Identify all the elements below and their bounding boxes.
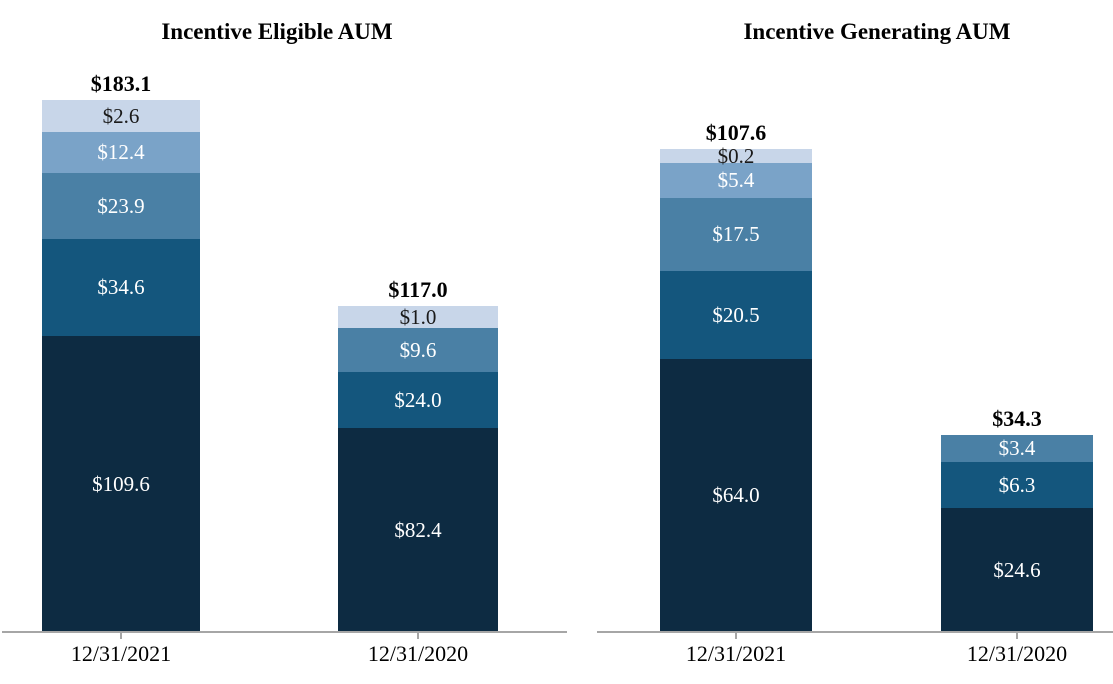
bar-segment: $34.6	[42, 239, 200, 336]
axis-tick	[1016, 633, 1018, 639]
stacked-bar-eligible-2021: $183.1 $2.6 $12.4 $23.9 $34.6 $109.6	[42, 72, 200, 632]
x-axis-label: 12/31/2021	[70, 641, 172, 666]
x-axis-line	[597, 631, 1113, 633]
segment-label: $64.0	[712, 483, 760, 507]
segment-label: $5.4	[717, 168, 755, 192]
segment-label: $17.5	[712, 222, 760, 246]
bar-segment: $5.4	[660, 163, 812, 198]
x-axis-label: 12/31/2020	[966, 641, 1068, 666]
bar-total-label: $34.3	[992, 406, 1042, 431]
bar-segment: $1.0	[338, 306, 498, 328]
bar-segment: $6.3	[941, 462, 1093, 508]
segment-label: $34.6	[97, 275, 145, 299]
segment-label: $24.0	[394, 387, 442, 412]
x-axis-label: 12/31/2021	[685, 641, 787, 666]
bar-segment: $12.4	[42, 132, 200, 173]
x-axis-line	[2, 631, 567, 633]
segment-label: $6.3	[998, 472, 1036, 497]
bar-segment: $17.5	[660, 198, 812, 271]
segment-label: $0.2	[717, 143, 755, 168]
segment-label: $23.9	[97, 193, 145, 218]
chart-title-incentive-generating-aum: Incentive Generating AUM	[743, 19, 1011, 44]
axis-tick	[735, 633, 737, 639]
chart-title-incentive-eligible-aum: Incentive Eligible AUM	[161, 19, 393, 44]
segment-label: $1.0	[399, 304, 437, 329]
bar-segment: $24.0	[338, 372, 498, 428]
axis-tick	[417, 633, 419, 639]
bar-segment: $23.9	[42, 173, 200, 239]
bar-total-label: $183.1	[90, 71, 152, 96]
stacked-bar-eligible-2020: $117.0 $1.0 $9.6 $24.0 $82.4	[338, 278, 498, 632]
bar-segment: $24.6	[941, 508, 1093, 632]
segment-label: $20.5	[712, 302, 760, 327]
bar-segment: $20.5	[660, 271, 812, 359]
bar-total-label: $117.0	[388, 277, 448, 302]
segment-label: $82.4	[394, 517, 442, 542]
stacked-bar-generating-2021: $107.6 $0.2 $5.4 $17.5 $20.5 $64.0	[660, 121, 812, 632]
bar-segment: $9.6	[338, 328, 498, 372]
stacked-bar-generating-2020: $34.3 $3.4 $6.3 $24.6	[941, 407, 1093, 632]
bar-segment: $0.2	[660, 145, 812, 166]
bar-segment: $3.4	[941, 435, 1093, 462]
segment-label: $2.6	[102, 103, 140, 128]
bar-segment: $2.6	[42, 100, 200, 132]
segment-label: $109.6	[92, 471, 150, 496]
segment-label: $3.4	[998, 436, 1036, 460]
segment-label: $12.4	[97, 140, 145, 164]
bar-segment: $64.0	[660, 359, 812, 632]
segment-label: $24.6	[993, 557, 1041, 582]
segment-label: $9.6	[399, 337, 437, 362]
x-axis-label: 12/31/2020	[367, 641, 469, 666]
bar-total-label: $107.6	[705, 120, 767, 145]
bar-segment: $109.6	[42, 336, 200, 632]
axis-tick	[120, 633, 122, 639]
bar-segment: $82.4	[338, 428, 498, 632]
